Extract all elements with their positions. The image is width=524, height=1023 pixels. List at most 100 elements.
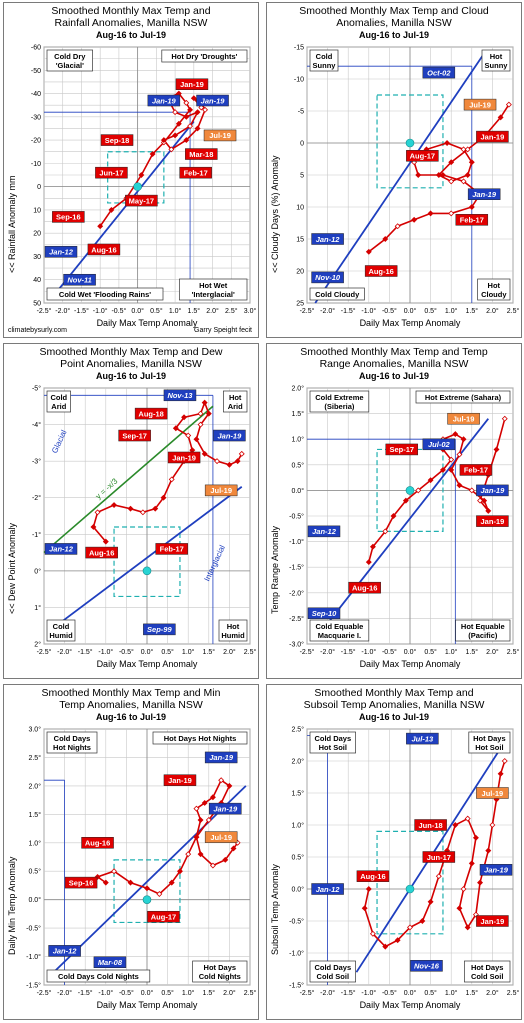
series-line <box>92 400 243 543</box>
data-label: Aug-16 <box>91 245 116 254</box>
corner-box <box>46 49 93 72</box>
data-label-box <box>179 166 212 179</box>
reference-box <box>113 859 181 924</box>
y-tick-label: 1° <box>34 604 41 612</box>
data-label: Aug-16 <box>368 267 393 276</box>
data-label-box <box>406 732 439 745</box>
x-tick-label: -2.0° <box>57 989 72 997</box>
series-point <box>193 805 200 812</box>
series-point <box>90 524 97 530</box>
data-label-box <box>185 148 218 160</box>
x-tick-label: -2.0° <box>320 307 335 315</box>
data-label: Aug-17 <box>410 152 435 161</box>
corner-label: Cloudy <box>481 290 507 299</box>
x-tick-label: -1.0° <box>361 989 376 997</box>
data-label: Nov-16 <box>414 962 440 971</box>
series-point <box>197 851 204 858</box>
data-label: Jul-19 <box>453 415 475 424</box>
x-tick-label: 1.5° <box>203 989 216 997</box>
corner-label: Cold <box>50 393 67 402</box>
series-point <box>448 466 455 473</box>
data-label-box <box>385 443 419 456</box>
series-point <box>468 204 475 210</box>
chart-panel-temprange: Smoothed Monthly Max Temp and Temp Range … <box>266 343 522 679</box>
y-tick-label: 0.5° <box>291 461 304 469</box>
series-point <box>456 482 463 489</box>
y-axis-label: << Rainfall Anomaly mm <box>7 175 17 273</box>
chart-plot: -2.5° -2.0° -1.5° -1.0° -0.5° 0.0° 0.5° 1.0° 1.5… <box>31 45 257 316</box>
data-label: Jul-13 <box>412 734 435 743</box>
y-tick-label: -1.5° <box>26 982 41 990</box>
data-label: Aug-16 <box>89 548 114 557</box>
data-label: Sep-99 <box>147 625 172 634</box>
data-label-box <box>455 214 489 226</box>
series-point <box>460 178 467 185</box>
data-label-box <box>364 265 398 277</box>
trend-line <box>51 785 247 975</box>
series-point <box>187 106 194 113</box>
corner-label: (Siberia) <box>324 402 355 411</box>
series-point <box>152 505 159 512</box>
data-label: Sep-16 <box>56 213 81 222</box>
data-label: Jan-19 <box>484 866 509 875</box>
data-label: Jan-12 <box>49 545 74 554</box>
chart-subtitle: Aug-16 to Jul-19 <box>95 371 166 381</box>
data-label-box <box>143 623 176 636</box>
data-label-box <box>307 525 341 538</box>
y-tick-label: -1.5° <box>289 564 304 572</box>
y-tick-label: 2° <box>34 641 41 649</box>
corner-label: Hot Equable <box>461 622 505 631</box>
chart-title-line: Rainfall Anomalies, Manilla NSW <box>54 17 208 29</box>
y-tick-label: 3.0° <box>28 726 41 734</box>
data-label-box <box>175 78 209 90</box>
y-tick-label: 15 <box>296 237 304 244</box>
y-tick-label: -20 <box>31 138 41 145</box>
corner-label: Hot <box>229 393 242 402</box>
y-tick-label: -1° <box>32 531 41 539</box>
series-line <box>363 760 506 948</box>
data-label-box <box>52 211 85 223</box>
y-tick-label: 0° <box>34 567 41 575</box>
x-tick-label: 0.0° <box>141 989 154 997</box>
series-point <box>497 770 504 777</box>
series-point <box>194 125 201 132</box>
data-label: Sep-17 <box>122 431 147 440</box>
y-tick-label: 0.5° <box>291 854 304 862</box>
corner-box <box>415 390 511 404</box>
series-point <box>365 559 372 566</box>
data-label-box <box>93 956 127 968</box>
corner-label: (Pacific) <box>468 631 498 640</box>
corner-label: Hot Days Hot Nights <box>164 734 237 743</box>
y-tick-label: -0.5° <box>26 925 41 933</box>
data-label-box <box>100 134 134 146</box>
x-tick-label: -2.5° <box>300 648 315 656</box>
x-tick-label: 1.5° <box>188 307 201 315</box>
series-line <box>99 92 206 227</box>
data-label-box <box>311 233 344 245</box>
data-label: Nov-11 <box>67 276 91 285</box>
series-point <box>168 879 175 886</box>
chart-subtitle: Aug-16 to Jul-19 <box>95 30 166 40</box>
x-tick-label: -2.0° <box>57 648 72 656</box>
x-axis-label: Daily Max Temp Anomaly <box>359 1000 461 1010</box>
data-label-box <box>125 194 158 207</box>
y-tick-label: 0.5° <box>28 868 41 876</box>
chart-title-line: Smoothed Monthly Max Temp and <box>51 5 211 17</box>
x-axis-label: Daily Max Temp Anomaly <box>359 659 461 669</box>
series-point <box>427 210 434 217</box>
chart-title-line: Smoothed Monthly Max Temp and Dew <box>39 346 223 358</box>
data-label-box <box>134 407 168 420</box>
data-label-box <box>81 837 114 849</box>
chart-title-line: Smoothed Monthly Max Temp and Min <box>41 687 221 699</box>
data-label-box <box>204 484 238 497</box>
mean-point <box>142 566 152 576</box>
x-tick-label: 2.0° <box>223 989 236 997</box>
corner-label: Hot <box>227 622 240 631</box>
x-tick-label: -1.0° <box>98 648 113 656</box>
series-point <box>183 113 190 120</box>
data-label: Jan-19 <box>218 431 243 440</box>
corner-label: Cold Extreme <box>315 393 363 402</box>
series-point <box>102 538 109 545</box>
series-point <box>172 132 179 139</box>
mean-point <box>133 182 142 191</box>
